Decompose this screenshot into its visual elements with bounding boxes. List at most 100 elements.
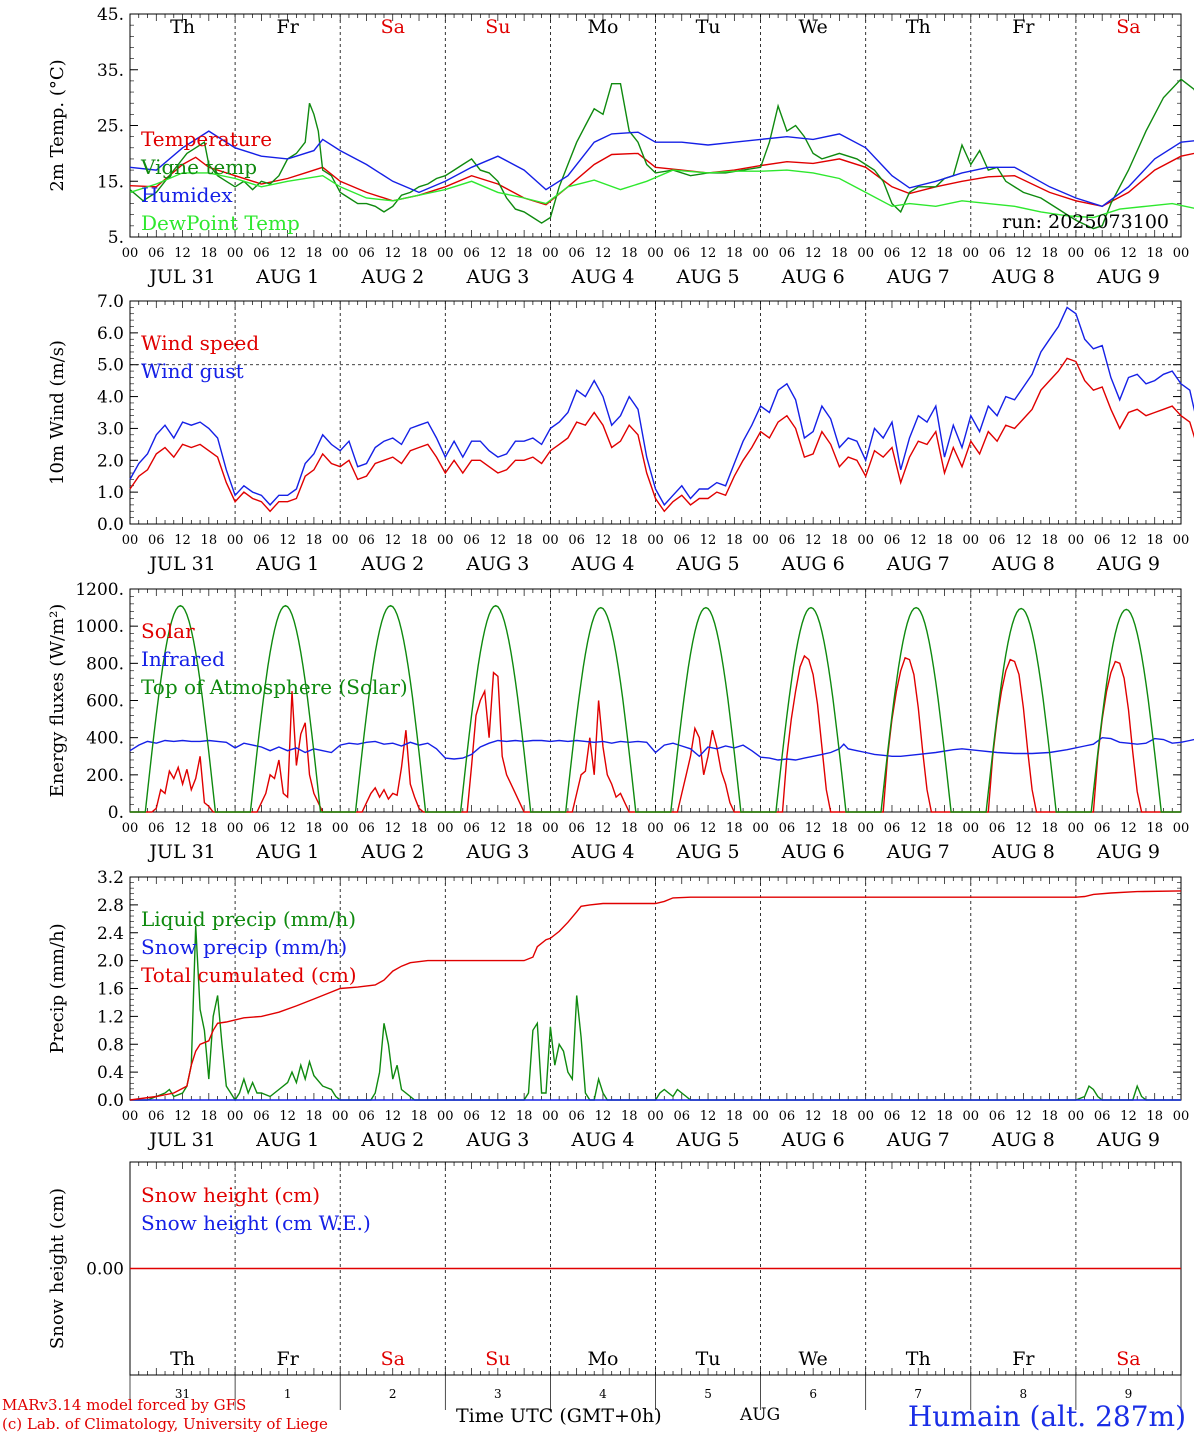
y-axis-label: Snow height (cm)	[47, 1188, 68, 1349]
hour-label: 06	[463, 1109, 480, 1124]
hour-label: 06	[674, 1109, 691, 1124]
hour-label: 06	[1094, 533, 1111, 548]
hour-label: 12	[595, 533, 612, 548]
day-number: 8	[1020, 1387, 1028, 1401]
legend-entry: Top of Atmosphere (Solar)	[141, 675, 408, 699]
date-label: JUL 31	[147, 841, 215, 863]
hour-label: 12	[805, 821, 822, 836]
series-line-wind-speed	[129, 357, 1194, 513]
hour-label: 12	[595, 1109, 612, 1124]
day-name: Tu	[696, 16, 721, 38]
hour-label: 18	[726, 1109, 743, 1124]
hour-label: 06	[884, 1109, 901, 1124]
panel-frame	[129, 13, 1182, 238]
y-tick-label: 1.2	[97, 1007, 124, 1027]
hour-label: 00	[542, 246, 559, 261]
hour-label: 06	[674, 246, 691, 261]
hour-label: 00	[542, 1109, 559, 1124]
y-tick-label: 600.	[86, 692, 124, 712]
hour-label: 12	[595, 246, 612, 261]
hour-label: 12	[805, 533, 822, 548]
hour-label: 12	[174, 821, 191, 836]
hour-label: 00	[542, 533, 559, 548]
panel-4: 0.0 0.4 0.8 1.2 1.6 2.0 2.4 2.8 3.2 Precip (mm/h)…	[47, 868, 1189, 1151]
hour-label: 12	[1015, 821, 1032, 836]
hour-label: 00	[227, 1109, 244, 1124]
hour-label: 12	[1120, 1109, 1137, 1124]
hour-label: 12	[700, 533, 717, 548]
day-name: Th	[906, 16, 931, 38]
hour-label: 12	[910, 246, 927, 261]
hour-label: 12	[910, 1109, 927, 1124]
station-name: Humain (alt. 287m)	[907, 1400, 1186, 1433]
y-tick-label: 200.	[86, 766, 124, 786]
hour-label: 06	[358, 246, 375, 261]
day-number: 6	[809, 1387, 817, 1401]
date-label: AUG 6	[781, 266, 845, 288]
hour-label: 18	[411, 1109, 428, 1124]
y-axis-label: 10m Wind (m/s)	[47, 340, 68, 485]
date-label: AUG 1	[255, 553, 319, 575]
hour-label: 18	[411, 246, 428, 261]
legend-entry: Solar	[141, 619, 195, 643]
hour-label: 12	[910, 821, 927, 836]
y-tick-label: 5.	[108, 228, 124, 248]
hour-label: 18	[621, 533, 638, 548]
legend-entry: Liquid precip (mm/h)	[141, 907, 356, 931]
date-label: AUG 7	[886, 553, 950, 575]
hour-label: 18	[726, 246, 743, 261]
day-name: We	[799, 1348, 828, 1370]
date-label: AUG 5	[676, 266, 740, 288]
y-tick-label: 0.	[108, 803, 124, 823]
hour-label: 00	[647, 246, 664, 261]
y-tick-label: 15.	[97, 172, 124, 192]
hour-label: 00	[122, 533, 139, 548]
series-line-dewpoint-temp	[129, 169, 1194, 219]
legend-entry: Infrared	[141, 647, 225, 671]
hour-label: 00	[752, 821, 769, 836]
hour-label: 00	[752, 246, 769, 261]
date-label: AUG 4	[570, 841, 634, 863]
date-label: AUG 8	[991, 1129, 1055, 1151]
day-name: Fr	[1012, 1348, 1035, 1370]
date-label: AUG 6	[781, 553, 845, 575]
hour-label: 12	[174, 246, 191, 261]
hour-label: 18	[201, 821, 218, 836]
day-name: Th	[906, 1348, 931, 1370]
y-tick-label: 1000.	[75, 617, 124, 637]
hour-label: 06	[674, 533, 691, 548]
hour-label: 00	[227, 246, 244, 261]
date-label: JUL 31	[147, 1129, 215, 1151]
hour-label: 00	[1068, 533, 1085, 548]
y-tick-label: 3.0	[97, 419, 124, 439]
hour-label: 06	[148, 821, 165, 836]
date-label: AUG 4	[570, 553, 634, 575]
hour-label: 18	[936, 533, 953, 548]
date-label: AUG 8	[991, 841, 1055, 863]
hour-label: 18	[516, 821, 533, 836]
hour-label: 00	[437, 533, 454, 548]
y-tick-label: 400.	[86, 729, 124, 749]
hour-label: 12	[490, 533, 507, 548]
hour-label: 12	[1120, 821, 1137, 836]
legend-entry: DewPoint Temp	[141, 211, 300, 235]
hour-label: 12	[595, 821, 612, 836]
y-tick-label: 3.2	[97, 868, 124, 888]
date-label: AUG 5	[676, 1129, 740, 1151]
hour-label: 00	[752, 533, 769, 548]
date-label: AUG 9	[1096, 266, 1160, 288]
hour-label: 18	[1146, 533, 1163, 548]
panel-5: 0.00 Snow height (cm) Snow height (cm) Snow…	[47, 1161, 1182, 1401]
hour-label: 06	[1094, 821, 1111, 836]
legend-entry: Wind speed	[141, 331, 259, 355]
hour-label: 12	[279, 821, 296, 836]
hour-label: 00	[1068, 1109, 1085, 1124]
panel-1: 5. 15. 25. 35. 45. 2m Temp. (°C) Temperature Vi…	[47, 5, 1194, 288]
day-name: We	[799, 16, 828, 38]
hour-label: 18	[201, 246, 218, 261]
hour-label: 18	[1146, 821, 1163, 836]
hour-label: 06	[989, 533, 1006, 548]
hour-label: 06	[463, 821, 480, 836]
day-number: 5	[704, 1387, 712, 1401]
hour-label: 00	[332, 821, 349, 836]
